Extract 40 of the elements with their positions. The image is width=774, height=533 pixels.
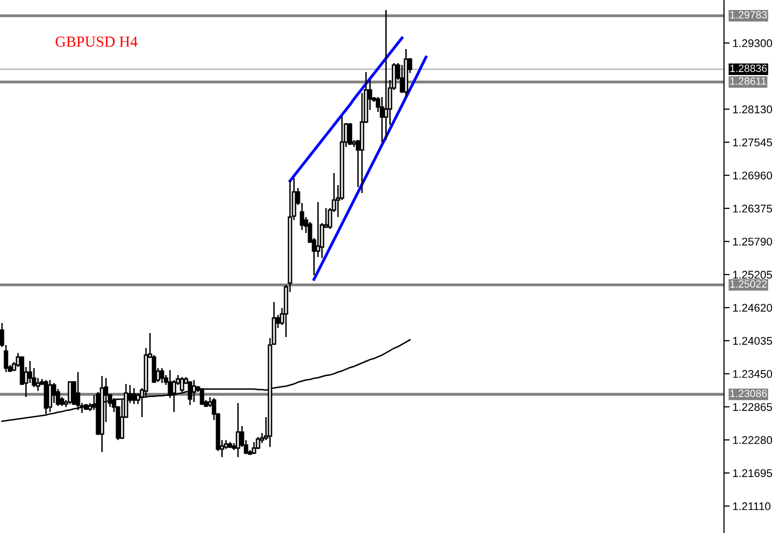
candlestick (28, 360, 32, 384)
candlestick (192, 379, 196, 403)
ref-line-label: 1.28836 (730, 64, 767, 72)
y-tick-label: 1.29300 (733, 39, 772, 48)
candlestick (52, 382, 56, 404)
candlestick (172, 379, 176, 413)
candlestick (252, 441, 256, 455)
y-tick-label: 1.24035 (733, 336, 772, 345)
candlestick (348, 122, 352, 146)
y-tick-label: 1.22280 (733, 436, 772, 444)
candlestick (200, 387, 204, 406)
candlestick (236, 402, 240, 458)
text: GBPUSD H4 (56, 36, 138, 47)
candlestick (256, 436, 260, 450)
y-tick-label: 1.23450 (733, 370, 772, 378)
ref-line-label: 1.23086 (730, 390, 767, 398)
line-series (312, 56, 428, 281)
y-tick-label: 1.28130 (733, 105, 772, 114)
y-tick-label: 1.21695 (733, 469, 772, 478)
candlestick (68, 381, 72, 405)
y-tick-label: 1.21110 (733, 502, 770, 510)
line-series (288, 36, 404, 182)
y-tick-label: 1.25205 (733, 270, 772, 279)
y-tick-label: 1.25790 (733, 238, 772, 246)
candlestick (76, 371, 80, 411)
y-tick-label: 1.26960 (733, 172, 772, 180)
ref-line-label: 1.25022 (730, 280, 767, 288)
candlestick (132, 387, 136, 405)
candlestick (180, 376, 184, 393)
y-tick-label: 1.22865 (733, 403, 772, 411)
candlestick (188, 381, 192, 406)
candlestick (160, 367, 164, 384)
ref-line-label: 1.29783 (730, 11, 767, 19)
ref-line-label: 1.28611 (730, 77, 766, 85)
y-tick-label: 1.27545 (733, 138, 772, 146)
y-tick-label: 1.24620 (733, 304, 772, 312)
candlestick (316, 201, 320, 258)
y-tick-label: 1.26375 (733, 204, 772, 213)
candlestick (384, 9, 388, 141)
candlestick (48, 379, 52, 413)
